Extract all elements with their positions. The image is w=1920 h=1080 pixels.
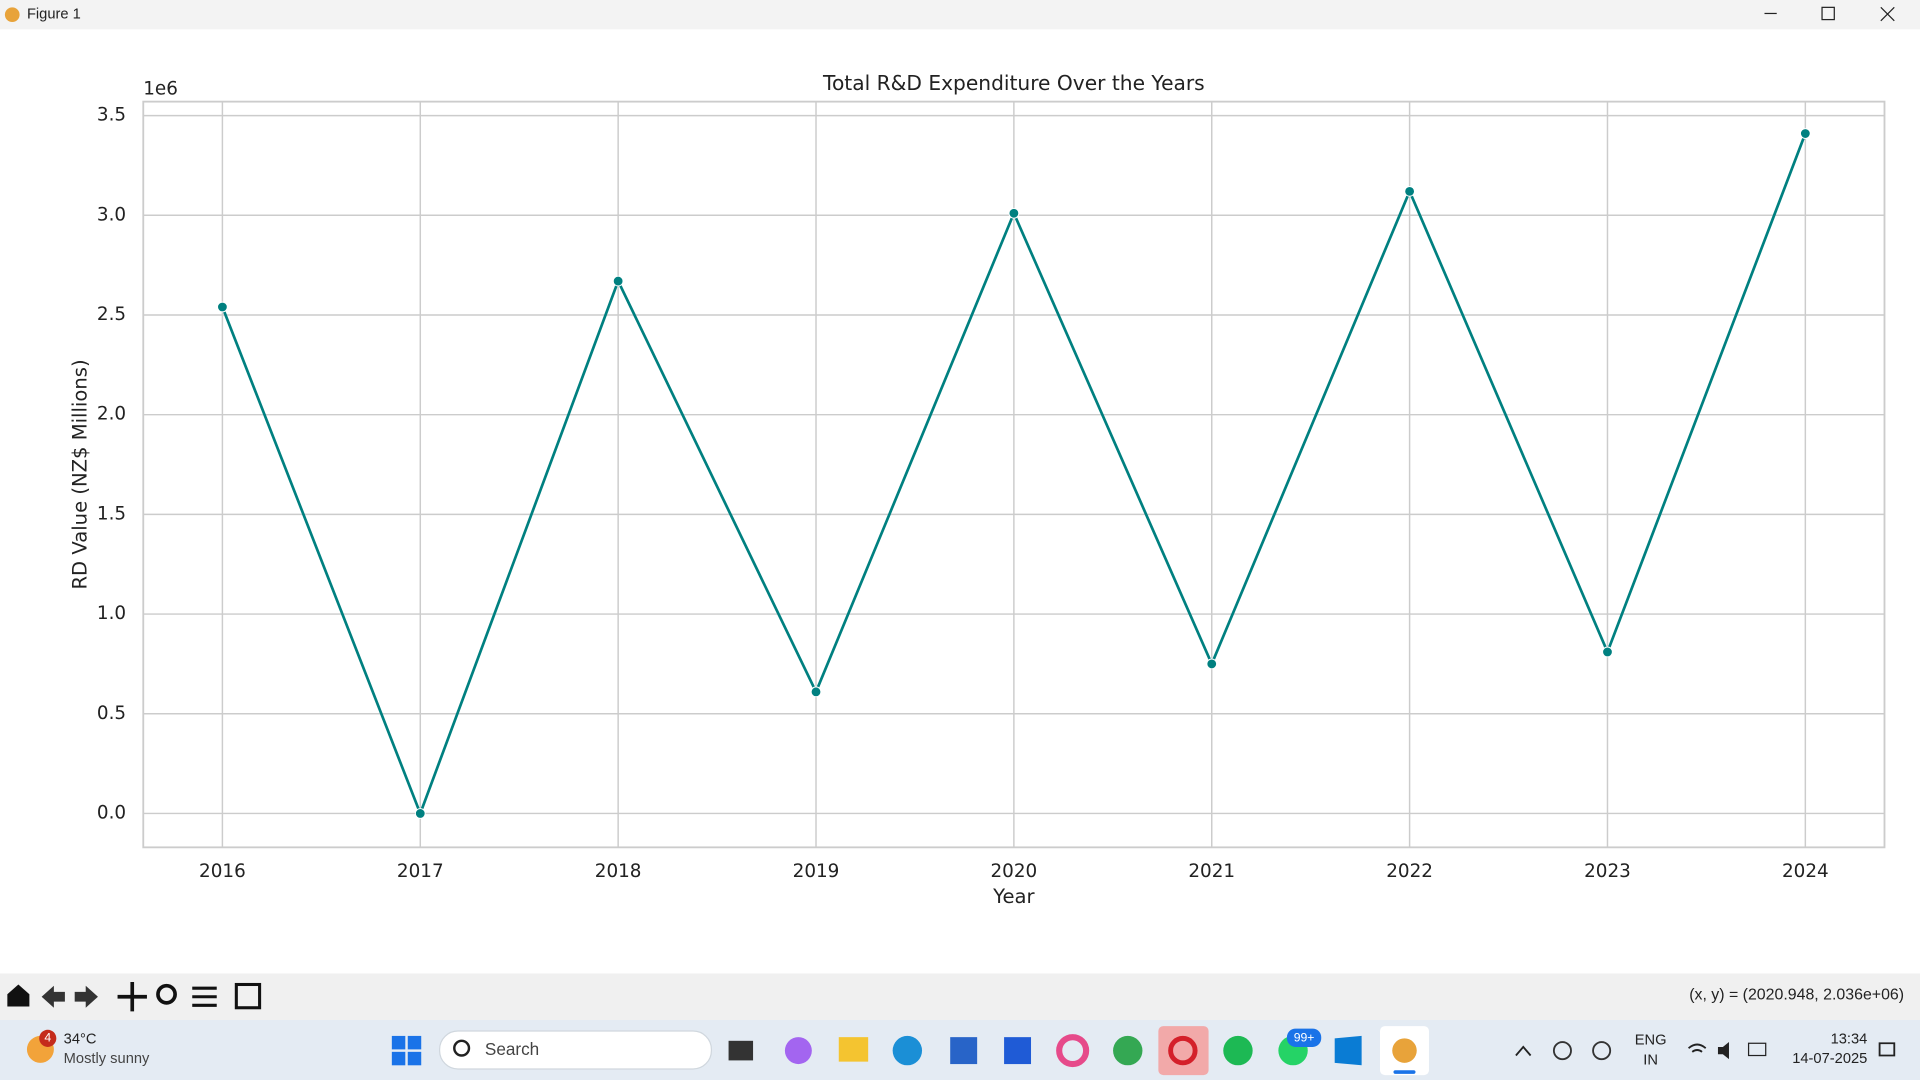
data-point [1404,185,1415,197]
store-icon[interactable] [950,1037,978,1065]
pan-button[interactable] [117,982,147,1012]
data-point [1206,658,1218,670]
explorer-icon[interactable] [838,1037,869,1062]
maximize-button[interactable] [1821,6,1835,21]
y-tick-label: 1.0 [97,603,126,624]
clock-time: 13:34 [1831,1031,1868,1047]
start-tile [391,1035,406,1050]
x-axis-label: Year [992,885,1035,908]
app-icon [4,7,20,23]
y-tick-label: 2.5 [97,304,126,325]
edge-icon[interactable] [892,1035,923,1066]
sync-icon[interactable] [1592,1041,1612,1061]
data-point [217,301,228,313]
back-button[interactable] [41,985,65,1008]
copilot-icon[interactable] [784,1037,812,1065]
data-point [1008,207,1020,219]
x-tick-label: 2018 [595,861,642,882]
zoom-button[interactable] [156,983,177,1005]
active-indicator [1393,1070,1416,1074]
data-point [414,808,426,819]
vscode-icon[interactable] [1334,1035,1362,1066]
home-button[interactable] [7,984,30,1007]
y-tick-label: 3.5 [97,105,126,126]
weather-badge [39,1029,57,1047]
taskview-icon[interactable] [728,1040,754,1061]
language: ENG [1635,1033,1667,1049]
y-offset-label: 1e6 [143,78,178,99]
y-axis-label: RD Value (NZ$ Millions) [68,359,91,589]
data-point [1799,128,1811,139]
search-box[interactable] [438,1030,713,1070]
x-tick-label: 2024 [1782,861,1829,882]
x-tick-label: 2022 [1386,861,1433,882]
temperature: 34°C [64,1031,97,1047]
tray-expand[interactable] [1515,1045,1532,1057]
search-text: Search [485,1039,539,1059]
plot-frame [142,100,1886,849]
data-point [810,686,822,698]
start-button[interactable] [391,1035,422,1066]
wifi-icon[interactable] [1687,1043,1707,1053]
app-icon[interactable] [1004,1037,1032,1065]
figure [0,29,1920,974]
x-tick-label: 2020 [991,861,1038,882]
battery-icon[interactable] [1747,1042,1767,1057]
y-tick-label: 1.5 [97,503,126,524]
x-tick-label: 2017 [397,861,444,882]
y-tick-label: 2.0 [97,404,126,425]
onedrive-icon[interactable] [1552,1041,1572,1061]
spotify-icon[interactable] [1223,1035,1253,1066]
y-tick-label: 0.0 [97,802,126,823]
volume-icon[interactable] [1717,1042,1729,1060]
cursor-status: (x, y) = (2020.948, 2.036e+06) [1689,987,1904,1004]
data-point [612,275,624,287]
chart-title: Total R&D Expenditure Over the Years [822,71,1205,95]
x-tick-label: 2016 [199,861,246,882]
weather-badge-text: 4 [44,1031,51,1045]
forward-button[interactable] [74,985,98,1008]
configure-button[interactable] [192,986,217,1007]
save-button[interactable] [234,982,262,1010]
clock-date: 14-07-2025 [1792,1051,1867,1067]
window-title: Figure 1 [27,7,81,23]
whatsapp-badge [1286,1028,1322,1047]
x-tick-label: 2021 [1188,861,1235,882]
start-tile [407,1051,422,1066]
weather-text: Mostly sunny [64,1051,150,1067]
title-bar [0,0,1920,30]
x-tick-label: 2019 [793,861,840,882]
whatsapp-badge-text: 99+ [1294,1031,1315,1045]
y-tick-label: 3.0 [97,204,126,225]
x-tick-label: 2023 [1584,861,1631,882]
start-tile [407,1035,422,1050]
photos-icon[interactable] [1056,1034,1090,1068]
search-icon [453,1039,471,1057]
figure-app-icon [1392,1038,1417,1063]
data-point [1602,646,1613,658]
start-tile [391,1051,406,1066]
opera-icon [1168,1035,1198,1066]
plot: 0.0 0.5 1.0 1.5 2.0 2.5 3.0 3.5 2016 2017 2018 2019… [68,71,1886,908]
region: IN [1643,1052,1658,1068]
notification-icon[interactable] [1878,1042,1896,1057]
close-button[interactable] [1880,6,1895,22]
opera-tile[interactable] [1158,1026,1209,1076]
chrome-icon[interactable] [1113,1035,1143,1066]
y-tick-label: 0.5 [97,703,126,724]
toolbar [0,973,1920,1020]
